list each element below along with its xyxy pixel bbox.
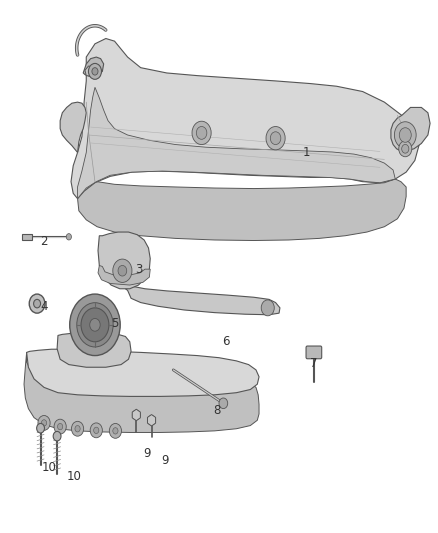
Polygon shape: [391, 108, 430, 151]
Text: 7: 7: [310, 357, 317, 370]
Polygon shape: [125, 287, 280, 315]
Circle shape: [402, 144, 409, 153]
Circle shape: [148, 416, 155, 425]
Circle shape: [42, 419, 47, 426]
Circle shape: [132, 410, 140, 419]
Bar: [22, 233, 32, 240]
Circle shape: [75, 425, 80, 432]
Circle shape: [38, 416, 50, 430]
Circle shape: [399, 128, 411, 142]
Text: 5: 5: [111, 317, 118, 330]
Text: 10: 10: [42, 462, 57, 474]
Polygon shape: [98, 232, 150, 289]
Polygon shape: [85, 66, 99, 77]
Polygon shape: [78, 87, 395, 199]
Circle shape: [192, 121, 211, 144]
Polygon shape: [27, 349, 259, 397]
Polygon shape: [71, 38, 419, 199]
Circle shape: [29, 294, 45, 313]
Circle shape: [57, 423, 63, 430]
Text: 9: 9: [143, 447, 151, 459]
Circle shape: [94, 427, 99, 433]
Text: 10: 10: [67, 471, 82, 483]
Text: 2: 2: [40, 235, 48, 247]
FancyBboxPatch shape: [306, 346, 322, 359]
Circle shape: [66, 233, 71, 240]
Polygon shape: [98, 265, 150, 285]
Circle shape: [90, 423, 102, 438]
Circle shape: [394, 122, 416, 148]
Text: 3: 3: [135, 263, 142, 276]
Text: 4: 4: [40, 300, 48, 313]
Circle shape: [219, 398, 228, 409]
Polygon shape: [132, 409, 140, 421]
Circle shape: [71, 421, 84, 436]
Text: 8: 8: [213, 404, 220, 417]
Circle shape: [399, 141, 412, 157]
Circle shape: [113, 427, 118, 434]
Circle shape: [34, 300, 41, 308]
Circle shape: [196, 126, 207, 139]
Circle shape: [261, 300, 274, 316]
Circle shape: [81, 308, 109, 342]
Text: 9: 9: [161, 454, 168, 466]
Circle shape: [54, 419, 66, 434]
Circle shape: [88, 63, 102, 79]
Polygon shape: [78, 177, 406, 240]
Polygon shape: [83, 57, 104, 77]
Circle shape: [118, 265, 127, 276]
Circle shape: [270, 132, 281, 144]
Polygon shape: [57, 333, 131, 367]
Circle shape: [92, 68, 98, 75]
Circle shape: [266, 126, 285, 150]
Circle shape: [77, 303, 113, 347]
Circle shape: [90, 318, 100, 331]
Text: 1: 1: [302, 146, 310, 159]
Text: 6: 6: [222, 335, 229, 348]
Polygon shape: [60, 102, 86, 152]
Circle shape: [110, 423, 121, 438]
Polygon shape: [24, 352, 259, 432]
Polygon shape: [148, 415, 155, 426]
Circle shape: [70, 294, 120, 356]
Circle shape: [53, 431, 61, 441]
Circle shape: [37, 423, 45, 433]
Circle shape: [113, 259, 132, 282]
